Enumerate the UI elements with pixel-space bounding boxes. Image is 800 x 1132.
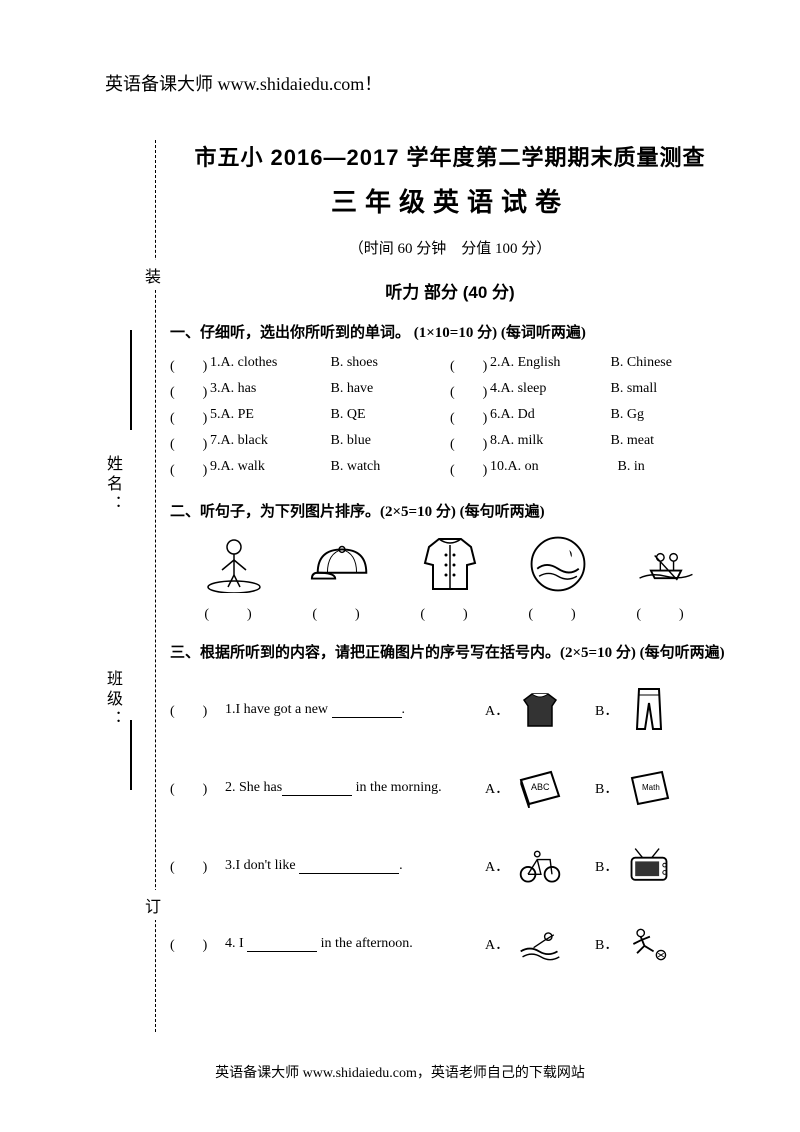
q2-slot: ( ) [297, 533, 387, 623]
q3-text: 3.I don't like . [225, 858, 485, 874]
q3-row: ( ) 2. She has in the morning. A． ABC B．… [170, 758, 730, 818]
q1-paren[interactable]: ( ) [450, 407, 490, 427]
q3-paren[interactable]: ( ) [170, 934, 225, 954]
q1-row: ( )1. A. clothesB. shoes ( )2. A. Englis… [170, 352, 730, 378]
q1-b: B. Chinese [611, 355, 711, 375]
q3-paren[interactable]: ( ) [170, 778, 225, 798]
binding-ding: 订 [145, 890, 161, 920]
q1-n: 2. [490, 355, 501, 375]
q2-paren[interactable]: ( ) [189, 603, 279, 623]
q3-row: ( ) 4. I in the afternoon. A． B． [170, 914, 730, 974]
exam-subtitle: 三年级英语试卷 [170, 182, 730, 219]
q1-row: ( )7. A. blackB. blue ( )8. A. milkB. me… [170, 430, 730, 456]
name-line [130, 330, 132, 430]
q3-text: 4. I in the afternoon. [225, 936, 485, 952]
q1-a: A. clothes [221, 355, 331, 375]
jumprope-icon [200, 533, 268, 595]
page-header: 英语备课大师 www.shidaiedu.com！ [105, 70, 382, 96]
shirt-icon [517, 689, 563, 731]
q3-heading: 三、根据所听到的内容，请把正确图片的序号写在括号内。(2×5=10 分) (每句… [170, 641, 730, 662]
q1-heading: 一、仔细听，选出你所听到的单词。 (1×10=10 分) (每词听两遍) [170, 321, 730, 342]
q3-row: ( ) 3.I don't like . A． B． [170, 836, 730, 896]
swimming-icon [517, 923, 563, 965]
listening-heading: 听力 部分 (40 分) [170, 278, 730, 303]
binding-zhuang: 装 [145, 260, 161, 290]
q2-slot: ( ) [513, 533, 603, 623]
q1-n: 1. [210, 355, 221, 375]
cap-icon [308, 533, 376, 595]
q2-paren[interactable]: ( ) [621, 603, 711, 623]
q1-grid: ( )1. A. clothesB. shoes ( )2. A. Englis… [170, 352, 730, 482]
q1-paren[interactable]: ( ) [450, 433, 490, 453]
lake-icon [524, 533, 592, 595]
exam-content: 市五小 2016—2017 学年度第二学期期末质量测查 三年级英语试卷 （时间 … [170, 135, 730, 1032]
q2-paren[interactable]: ( ) [297, 603, 387, 623]
q1-b: B. shoes [331, 355, 431, 375]
q1-paren[interactable]: ( ) [450, 381, 490, 401]
q2-slot: ( ) [621, 533, 711, 623]
svg-text:Math: Math [642, 783, 660, 792]
brand-url: www.shidaiedu.com！ [218, 74, 383, 94]
q1-paren[interactable]: ( ) [450, 355, 490, 375]
q2-paren[interactable]: ( ) [405, 603, 495, 623]
bicycle-icon [517, 845, 563, 887]
q1-paren[interactable]: ( ) [170, 433, 210, 453]
math-book-icon: Math [626, 767, 672, 809]
q2-slot: ( ) [189, 533, 279, 623]
q2-paren[interactable]: ( ) [513, 603, 603, 623]
rowing-icon [632, 533, 700, 595]
q3-a-label: A． [485, 700, 509, 720]
q1-paren[interactable]: ( ) [170, 381, 210, 401]
page-footer: 英语备课大师 www.shidaiedu.com，英语老师自己的下载网站 [0, 1062, 800, 1082]
q3-paren[interactable]: ( ) [170, 700, 225, 720]
football-icon [626, 923, 672, 965]
q3-paren[interactable]: ( ) [170, 856, 225, 876]
exam-title: 市五小 2016—2017 学年度第二学期期末质量测查 [170, 140, 730, 172]
svg-text:ABC: ABC [531, 782, 550, 792]
q1-row: ( )5. A. PEB. QE ( )6. A. DdB. Gg [170, 404, 730, 430]
q3-text: 1.I have got a new . [225, 702, 485, 718]
trousers-icon [626, 689, 672, 731]
q1-paren[interactable]: ( ) [170, 407, 210, 427]
q1-row: ( )9. A. walkB. watch ( )10. A. onB. in [170, 456, 730, 482]
binding-margin: 装 订 姓名： 班级： [105, 140, 165, 1032]
q1-paren[interactable]: ( ) [170, 355, 210, 375]
name-label: 姓名： [100, 455, 124, 515]
q1-paren[interactable]: ( ) [170, 459, 210, 479]
brand-text: 英语备课大师 [105, 74, 213, 94]
exam-meta: （时间 60 分钟 分值 100 分） [170, 237, 730, 258]
q1-a: A. English [501, 355, 611, 375]
q3-text: 2. She has in the morning. [225, 780, 485, 796]
abc-book-icon: ABC [517, 767, 563, 809]
class-label: 班级： [100, 670, 124, 730]
q3-b-label: B． [595, 700, 618, 720]
q2-image-row: ( ) ( ) ( ) ( ) ( ) [170, 533, 730, 623]
q3-row: ( ) 1.I have got a new . A． B． [170, 680, 730, 740]
tv-icon [626, 845, 672, 887]
q2-slot: ( ) [405, 533, 495, 623]
q1-row: ( )3. A. hasB. have ( )4. A. sleepB. sma… [170, 378, 730, 404]
class-line [130, 720, 132, 790]
coat-icon [416, 533, 484, 595]
q2-heading: 二、听句子，为下列图片排序。(2×5=10 分) (每句听两遍) [170, 500, 730, 521]
q1-paren[interactable]: ( ) [450, 459, 490, 479]
